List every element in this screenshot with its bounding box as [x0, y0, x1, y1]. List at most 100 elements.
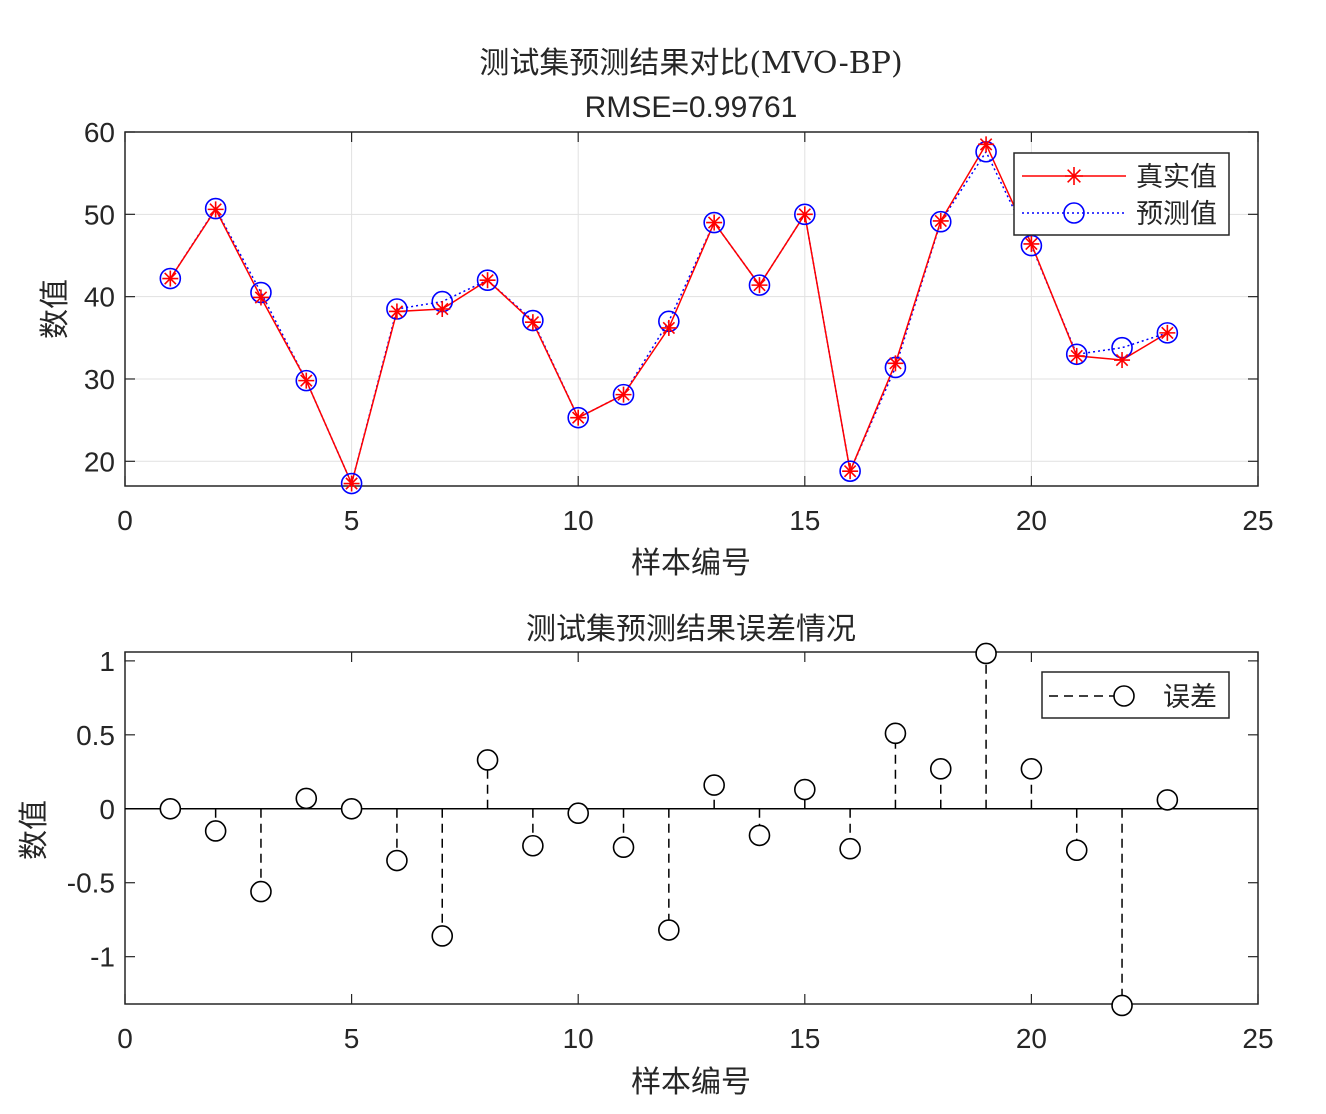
predicted-point — [204, 197, 227, 220]
legend-pred-label: 预测值 — [1136, 199, 1217, 230]
true-point — [524, 314, 541, 331]
top-legend-box — [1013, 152, 1230, 236]
error-point — [1065, 839, 1088, 861]
legend-error-label: 误差 — [1163, 682, 1217, 713]
true-point-stroke — [889, 357, 902, 370]
error-point — [476, 749, 499, 771]
error-point — [793, 778, 816, 801]
bottom-x-tick-label: 10 — [563, 1023, 594, 1054]
true-point-stroke — [571, 411, 585, 424]
predicted-point — [340, 472, 363, 495]
predicted-point — [567, 406, 590, 429]
true-point-stroke — [662, 321, 676, 335]
true-point — [932, 212, 949, 229]
true-point — [162, 270, 179, 287]
bottom-x-tick-label: 0 — [117, 1023, 133, 1054]
bottom-y-tick-label: 1 — [99, 646, 115, 677]
top-series — [159, 136, 1179, 495]
error-point — [703, 774, 725, 796]
true-point-stroke — [1025, 237, 1038, 251]
predicted-point — [1156, 322, 1179, 344]
true-point — [1159, 324, 1176, 341]
true-point — [1068, 347, 1085, 364]
error-point — [204, 820, 227, 842]
true-point — [751, 277, 768, 294]
error-point — [340, 797, 363, 820]
true-point — [570, 409, 587, 426]
top-x-tick-label: 15 — [789, 505, 820, 536]
top-axes — [124, 131, 1259, 487]
bottom-y-axis-label: 数值 — [17, 800, 52, 860]
legend-pred-marker — [1063, 202, 1085, 224]
true-point-stroke — [753, 278, 766, 292]
error-point — [1156, 789, 1179, 811]
true-point-stroke — [345, 477, 358, 490]
true-point-stroke — [798, 208, 812, 221]
true-point — [434, 301, 451, 317]
top-x-tick-label: 20 — [1016, 505, 1047, 536]
true-point-stroke — [526, 315, 540, 329]
error-point — [295, 787, 318, 810]
true-point — [660, 319, 677, 336]
error-point — [522, 834, 544, 857]
true-point-stroke — [617, 388, 630, 401]
bottom-y-tick-label: -0.5 — [67, 868, 115, 899]
predicted-point — [522, 309, 544, 332]
error-point — [658, 919, 680, 941]
bottom-x-tick-label: 20 — [1016, 1023, 1047, 1054]
true-point-stroke — [843, 464, 857, 478]
bottom-y-tick-label: -1 — [90, 942, 115, 973]
predicted-point — [929, 210, 952, 233]
predicted-point — [793, 203, 816, 226]
true-point — [842, 463, 859, 480]
true-point-stroke — [481, 273, 494, 287]
error-point — [250, 880, 272, 903]
true-point-stroke — [209, 203, 222, 216]
top-axes-frame — [124, 131, 1259, 487]
legend-true-label: 真实值 — [1136, 162, 1217, 193]
true-point — [1114, 352, 1131, 369]
top-chart-subtitle: RMSE=0.99761 — [585, 91, 798, 124]
predicted-point — [295, 369, 318, 392]
bottom-axes-frame — [124, 651, 1259, 1005]
true-point — [207, 201, 224, 218]
top-y-tick-label: 20 — [84, 446, 115, 477]
true-point-stroke — [979, 138, 993, 151]
error-point — [386, 849, 408, 872]
error-point — [884, 722, 907, 745]
bottom-x-tick-label: 15 — [789, 1023, 820, 1054]
predicted-point — [476, 269, 499, 291]
top-legend: 真实值 预测值 — [1013, 152, 1230, 236]
predicted-point — [703, 211, 725, 234]
true-point — [796, 206, 813, 223]
true-point — [1023, 235, 1040, 252]
error-point — [839, 837, 861, 860]
error-point — [612, 836, 635, 859]
error-point — [567, 802, 590, 825]
error-point — [1020, 758, 1043, 780]
true-point-stroke — [1070, 349, 1083, 363]
legend-error-marker — [1113, 685, 1135, 707]
top-x-axis-label: 样本编号 — [631, 546, 751, 581]
true-point — [615, 386, 632, 403]
true-point — [388, 303, 405, 320]
true-point-stroke — [164, 272, 177, 285]
predicted-point — [748, 274, 771, 296]
bottom-x-axis-label: 样本编号 — [631, 1065, 751, 1100]
bottom-chart-title: 测试集预测结果误差情况 — [526, 612, 856, 647]
error-point — [929, 758, 952, 780]
bottom-tick-labels: 0 5 10 15 20 25 -1 -0.5 0 0.5 1 — [67, 646, 1274, 1054]
true-point-stroke — [300, 374, 313, 387]
true-point — [706, 214, 723, 231]
bottom-x-tick-label: 5 — [344, 1023, 360, 1054]
true-point — [252, 289, 269, 306]
bottom-y-tick-label: 0 — [99, 794, 115, 825]
top-tick-labels: 0 5 10 15 20 25 20 30 40 50 60 — [84, 117, 1274, 536]
predicted-point — [1065, 343, 1088, 366]
true-point-stroke — [254, 291, 268, 304]
top-y-tick-label: 60 — [84, 117, 115, 148]
top-y-tick-label: 40 — [84, 282, 115, 313]
predicted-point — [839, 460, 861, 482]
error-point — [748, 824, 771, 847]
